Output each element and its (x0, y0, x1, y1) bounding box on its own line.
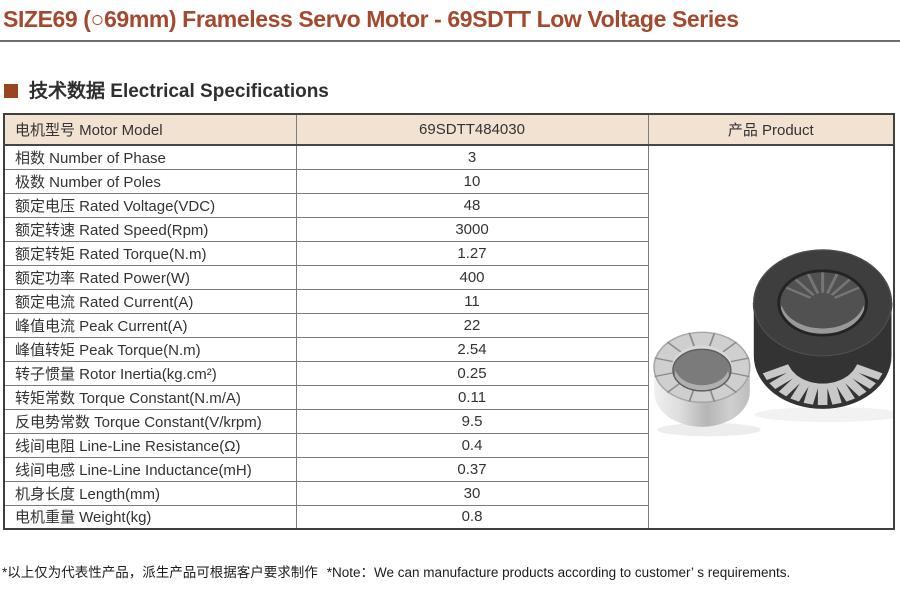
spec-label-cell: 极数 Number of Poles (3, 168, 297, 194)
electrical-specs-table: 电机型号 Motor Model 69SDTT484030 产品 Product… (3, 113, 895, 530)
spec-value: 9.5 (461, 412, 483, 430)
spec-table-row: 额定转速 Rated Speed(Rpm) 3000 (3, 216, 894, 242)
spec-value-cell: 3 (295, 144, 649, 170)
spec-label-cell: 额定转速 Rated Speed(Rpm) (3, 216, 297, 242)
spec-value-cell: 10 (295, 168, 649, 194)
spec-value: 22 (463, 316, 481, 334)
spec-value: 400 (459, 268, 485, 286)
page-title: SIZE69 (○69mm) Frameless Servo Motor - 6… (3, 6, 739, 32)
spec-value: 30 (463, 484, 481, 502)
spec-label: 额定转矩 Rated Torque(N.m) (15, 245, 207, 263)
spec-table-row: 相数 Number of Phase 3 (3, 144, 895, 530)
spec-table-row: 转矩常数 Torque Constant(N.m/A) 0.11 (3, 384, 894, 410)
spec-value-cell: 0.11 (295, 384, 649, 410)
spec-label: 电机重量 Weight(kg) (15, 509, 152, 527)
spec-label: 峰值转矩 Peak Torque(N.m) (15, 341, 201, 359)
spec-label-cell: 额定电流 Rated Current(A) (3, 288, 297, 314)
spec-value: 0.4 (461, 436, 483, 454)
title-divider (0, 40, 900, 42)
spec-table-row: 额定转矩 Rated Torque(N.m) 1.27 (3, 240, 894, 266)
spec-table-row: 电机重量 Weight(kg) 0.8 (3, 504, 894, 530)
spec-value: 1.27 (457, 244, 487, 262)
spec-label-cell: 额定电压 Rated Voltage(VDC) (3, 192, 297, 218)
spec-label: 转子惯量 Rotor Inertia(kg.cm²) (15, 365, 217, 383)
spec-table-row: 峰值电流 Peak Current(A) 22 (3, 312, 894, 338)
spec-table-body: 相数 Number of Phase 3 (3, 144, 895, 530)
spec-value: 0.11 (457, 388, 487, 406)
spec-value: 0.37 (457, 460, 487, 478)
footer-note-en: *Note：We can manufacture products accord… (326, 565, 791, 580)
spec-value-cell: 48 (295, 192, 649, 218)
spec-label: 线间电感 Line-Line Inductance(mH) (15, 461, 252, 479)
rotor-shadow (656, 423, 761, 437)
stator-shadow (754, 406, 893, 423)
spec-value: 11 (464, 292, 480, 310)
spec-label: 相数 Number of Phase (15, 149, 166, 167)
spec-value: 0.8 (461, 508, 483, 526)
spec-label-cell: 峰值转矩 Peak Torque(N.m) (3, 336, 297, 362)
product-photo-cell (647, 144, 895, 530)
spec-value: 2.54 (457, 340, 487, 358)
spec-value-cell: 2.54 (295, 336, 649, 362)
section-marker-icon (4, 83, 18, 98)
spec-value-cell: 3000 (295, 216, 649, 242)
spec-label-cell: 峰值电流 Peak Current(A) (3, 312, 297, 338)
spec-label: 额定转速 Rated Speed(Rpm) (15, 221, 209, 239)
spec-value: 3000 (455, 220, 489, 238)
stator-illustration (752, 249, 893, 409)
spec-value-cell: 11 (295, 288, 649, 314)
spec-label-cell: 相数 Number of Phase (3, 144, 297, 170)
spec-label: 峰值电流 Peak Current(A) (15, 317, 188, 335)
spec-value-cell: 22 (295, 312, 649, 338)
rotor-illustration (652, 331, 751, 427)
spec-value-cell: 0.4 (295, 432, 649, 458)
spec-value-cell: 30 (295, 480, 649, 506)
spec-label-cell: 线间电感 Line-Line Inductance(mH) (3, 456, 297, 482)
spec-value: 10 (463, 172, 481, 190)
section-heading: 技术数据 Electrical Specifications (4, 76, 329, 103)
spec-table-row: 额定电压 Rated Voltage(VDC) 48 (3, 192, 894, 218)
footer-note-cn: *以上仅为代表性产品，派生产品可根据客户要求制作 (2, 565, 318, 580)
spec-value-cell: 9.5 (295, 408, 649, 434)
product-header: 产品 Product (647, 113, 895, 146)
spec-label: 极数 Number of Poles (15, 173, 161, 191)
footer-note: *以上仅为代表性产品，派生产品可根据客户要求制作 *Note：We can man… (2, 561, 790, 581)
spec-value-cell: 1.27 (295, 240, 649, 266)
motor-model-header: 电机型号 Motor Model (3, 113, 297, 146)
spec-label: 额定电流 Rated Current(A) (15, 293, 194, 311)
spec-table-row: 机身长度 Length(mm) 30 (3, 480, 894, 506)
spec-label: 转矩常数 Torque Constant(N.m/A) (15, 389, 241, 407)
model-number-header: 69SDTT484030 (295, 113, 649, 146)
spec-value-cell: 0.25 (295, 360, 649, 386)
spec-value: 0.25 (457, 364, 487, 382)
spec-value: 3 (467, 148, 477, 166)
spec-label: 机身长度 Length(mm) (15, 485, 161, 503)
spec-value: 48 (463, 196, 481, 214)
spec-label-cell: 机身长度 Length(mm) (3, 480, 297, 506)
spec-value-cell: 400 (295, 264, 649, 290)
section-title: 技术数据 Electrical Specifications (29, 81, 329, 102)
spec-value-cell: 0.37 (295, 456, 649, 482)
spec-label-cell: 反电势常数 Torque Constant(V/krpm) (3, 408, 297, 434)
spec-label: 反电势常数 Torque Constant(V/krpm) (15, 413, 262, 431)
spec-label-cell: 额定功率 Rated Power(W) (3, 264, 297, 290)
spec-label-cell: 线间电阻 Line-Line Resistance(Ω) (3, 432, 297, 458)
spec-table-row: 额定功率 Rated Power(W) 400 (3, 264, 894, 290)
spec-label: 线间电阻 Line-Line Resistance(Ω) (15, 437, 241, 455)
table-header-row: 电机型号 Motor Model 69SDTT484030 产品 Product (3, 113, 895, 146)
spec-label: 额定功率 Rated Power(W) (15, 269, 191, 287)
spec-label: 额定电压 Rated Voltage(VDC) (15, 197, 216, 215)
spec-label-cell: 转子惯量 Rotor Inertia(kg.cm²) (3, 360, 297, 386)
spec-table-row: 极数 Number of Poles 10 (3, 168, 894, 194)
product-photo (652, 249, 893, 437)
spec-label-cell: 转矩常数 Torque Constant(N.m/A) (3, 384, 297, 410)
spec-label-cell: 额定转矩 Rated Torque(N.m) (3, 240, 297, 266)
spec-label-cell: 电机重量 Weight(kg) (3, 504, 297, 530)
spec-value-cell: 0.8 (295, 504, 649, 530)
